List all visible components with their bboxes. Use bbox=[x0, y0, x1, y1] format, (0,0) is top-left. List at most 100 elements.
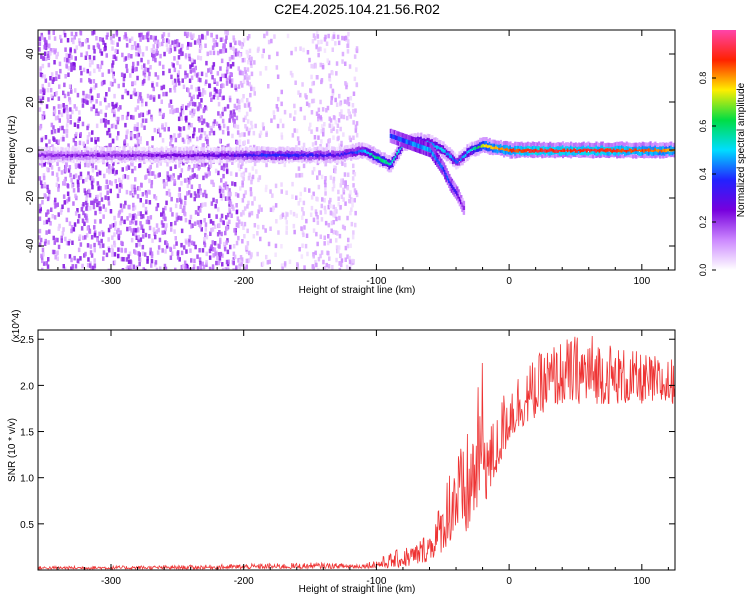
spectrogram-ridge-cell bbox=[601, 152, 604, 157]
spectrogram-speckle bbox=[250, 124, 254, 130]
spectrogram-ridge-cell bbox=[205, 148, 208, 152]
spectrogram-speckle bbox=[54, 255, 57, 260]
spectrogram-ridge-cell bbox=[488, 143, 491, 148]
spectrogram-speckle bbox=[83, 143, 86, 149]
spectrogram-speckle bbox=[146, 32, 149, 37]
spectrogram-speckle bbox=[133, 166, 137, 171]
spectrogram-ridge-cell bbox=[241, 153, 244, 158]
spectrogram-speckle bbox=[144, 206, 148, 212]
spectrogram-speckle bbox=[169, 44, 172, 49]
spectrogram-speckle bbox=[297, 140, 301, 146]
spectrogram-speckle bbox=[348, 110, 351, 116]
spectrogram-speckle bbox=[203, 218, 206, 223]
spectrogram-speckle bbox=[211, 75, 214, 80]
spectrogram-speckle bbox=[277, 230, 280, 235]
spectrogram-ridge-cell bbox=[179, 155, 182, 160]
spectrogram-ridge-cell bbox=[283, 155, 286, 160]
spectrogram-ridge-cell bbox=[284, 158, 287, 163]
spectrogram-speckle bbox=[154, 57, 157, 63]
spectrogram-ridge-cell bbox=[511, 154, 514, 159]
spectrogram-ridge-cell bbox=[69, 147, 72, 152]
spectrogram-speckle bbox=[177, 192, 181, 198]
spectrogram-speckle bbox=[200, 115, 203, 120]
spectrogram-speckle bbox=[324, 209, 327, 215]
spectrogram-ridge-cell bbox=[389, 158, 393, 163]
spectrogram-speckle bbox=[254, 123, 257, 129]
spectrogram-ridge-cell bbox=[611, 145, 614, 150]
spectrogram-speckle bbox=[299, 46, 302, 51]
spectrogram-speckle bbox=[342, 197, 345, 202]
spectrogram-speckle bbox=[41, 83, 44, 89]
spectrogram-ridge-cell bbox=[53, 156, 57, 160]
spectrogram-speckle bbox=[349, 190, 352, 195]
spectrogram-ridge-cell bbox=[636, 153, 639, 158]
spectrogram-ridge-cell bbox=[598, 148, 601, 153]
spectrogram-speckle bbox=[138, 49, 142, 54]
spectrogram-speckle bbox=[335, 257, 338, 263]
spectrogram-branch-cell bbox=[436, 162, 439, 167]
spectrogram-speckle bbox=[247, 131, 251, 136]
spectrogram-ridge-cell bbox=[294, 152, 297, 157]
spectrogram-ridge-cell bbox=[552, 150, 555, 155]
spectrogram-ridge-cell bbox=[490, 145, 493, 150]
spectrogram-speckle bbox=[128, 251, 132, 256]
spectrogram-speckle bbox=[155, 267, 159, 270]
spectrogram-speckle bbox=[88, 71, 92, 76]
spectrogram-speckle bbox=[85, 177, 88, 182]
spectrogram-ridge-cell bbox=[380, 154, 383, 159]
spectrogram-ridge-cell bbox=[245, 159, 248, 164]
spectrogram-speckle bbox=[224, 185, 228, 190]
spectrogram-ridge-cell bbox=[474, 140, 477, 145]
spectrogram-speckle bbox=[253, 196, 256, 201]
spectrogram-ridge-cell bbox=[61, 156, 65, 161]
spectrogram-speckle bbox=[201, 92, 204, 97]
spectrogram-ridge-cell bbox=[256, 158, 259, 163]
spectrogram-speckle bbox=[98, 231, 101, 237]
spectrogram-ridge-cell bbox=[53, 147, 57, 152]
spectrogram-speckle bbox=[280, 135, 284, 140]
spectrogram-ridge-cell bbox=[327, 149, 330, 154]
spectrogram-ridge-cell bbox=[251, 158, 254, 163]
spectrogram-ridge-cell bbox=[315, 152, 318, 157]
spectrogram-speckle bbox=[155, 223, 159, 228]
spectrogram-speckle bbox=[104, 207, 108, 212]
spectrogram-speckle bbox=[85, 206, 88, 211]
spectrogram-ridge-cell bbox=[332, 153, 335, 158]
spectrogram-ridge-cell bbox=[318, 159, 321, 164]
spectrogram-ridge-cell bbox=[89, 158, 92, 163]
spectrogram-speckle bbox=[83, 160, 87, 165]
spectrogram-ridge-cell bbox=[394, 151, 397, 156]
spectrogram-speckle bbox=[184, 265, 187, 270]
spectrogram-speckle bbox=[355, 46, 359, 51]
spectrogram-speckle bbox=[313, 135, 317, 140]
spectrogram-speckle bbox=[276, 74, 280, 79]
spectrogram-ridge-cell bbox=[260, 155, 264, 160]
spectrogram-speckle bbox=[246, 98, 249, 103]
spectrogram-speckle bbox=[226, 266, 230, 270]
spectrogram-ridge-cell bbox=[233, 147, 237, 152]
spectrogram-speckle bbox=[228, 75, 232, 80]
spectrogram-speckle bbox=[53, 137, 56, 142]
spectrogram-ridge-cell bbox=[130, 158, 133, 163]
spectrogram-ridge-cell bbox=[633, 150, 636, 155]
spectrogram-speckle bbox=[244, 190, 247, 195]
spectrogram-ridge-cell bbox=[324, 156, 327, 161]
spectrogram-speckle bbox=[205, 193, 208, 199]
spectrogram-speckle bbox=[142, 228, 145, 234]
spectrogram-speckle bbox=[152, 49, 155, 54]
spectrogram-speckle bbox=[136, 194, 140, 199]
spectrogram-speckle bbox=[355, 67, 358, 72]
spectrogram-ridge-cell bbox=[246, 147, 249, 152]
spectrogram-ridge-cell bbox=[606, 151, 609, 156]
spectrogram-speckle bbox=[46, 196, 50, 202]
spectrogram-ridge-cell bbox=[493, 145, 496, 150]
spectrogram-speckle bbox=[174, 267, 177, 270]
spectrogram-speckle bbox=[42, 111, 46, 116]
spectrogram-speckle bbox=[202, 175, 205, 181]
spectrogram-ridge-cell bbox=[641, 151, 644, 156]
spectrogram-speckle bbox=[259, 236, 262, 242]
spectrogram-speckle bbox=[261, 122, 265, 127]
spectrogram-ridge-cell bbox=[544, 153, 547, 158]
spectrogram-ridge-cell bbox=[480, 140, 483, 145]
spectrogram-ridge-cell bbox=[644, 145, 647, 150]
